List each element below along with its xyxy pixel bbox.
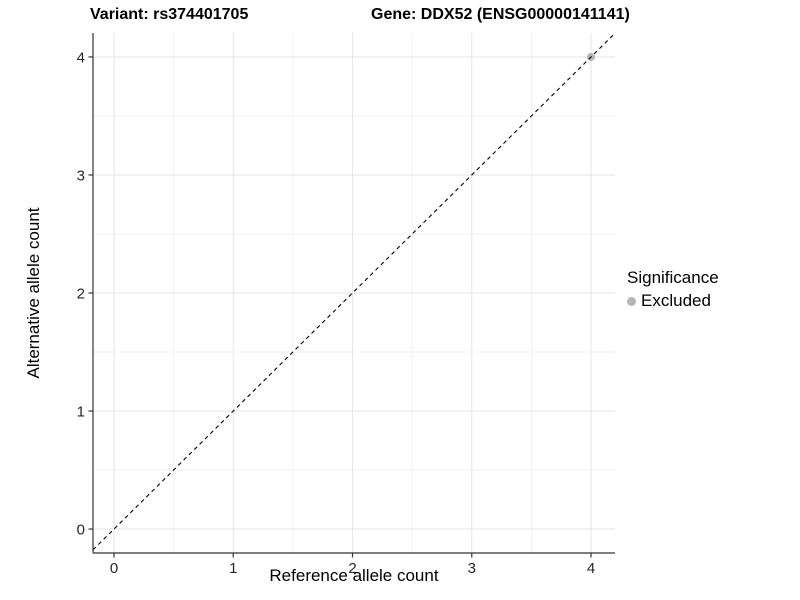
plot-title-gene: Gene: DDX52 (ENSG00000141141) <box>371 6 630 23</box>
y-tick-label: 4 <box>77 49 85 66</box>
y-tick-label: 0 <box>77 522 85 539</box>
x-tick-label: 0 <box>110 560 118 577</box>
x-axis-title: Reference allele count <box>269 566 439 585</box>
identity-reference-line <box>92 32 616 551</box>
y-tick-label: 3 <box>77 167 85 184</box>
x-tick-label: 1 <box>229 560 237 577</box>
y-axis-title: Alternative allele count <box>24 207 43 379</box>
x-tick-label: 3 <box>468 560 476 577</box>
legend-item-excluded: Excluded <box>627 291 719 311</box>
legend: Significance Excluded <box>627 268 719 311</box>
legend-marker-circle-icon <box>627 296 636 306</box>
legend-title: Significance <box>627 268 719 287</box>
y-tick-label: 1 <box>77 404 85 421</box>
x-tick-label: 2 <box>348 560 356 577</box>
legend-item-label: Excluded <box>641 291 711 310</box>
x-tick-label: 4 <box>587 560 595 577</box>
y-tick-label: 2 <box>77 286 85 303</box>
plot-title-variant: Variant: rs374401705 <box>90 6 249 23</box>
